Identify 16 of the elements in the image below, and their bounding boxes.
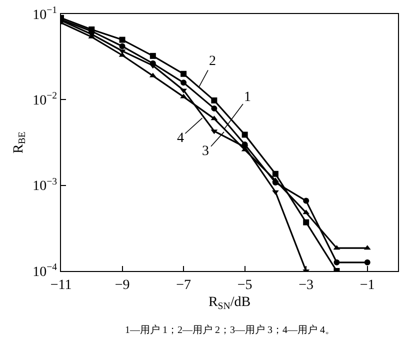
x-tick-label: −11 [50, 278, 72, 293]
y-tick-label: 10$^{−3}$ [32, 176, 58, 194]
y-tick-label: 10$^{−2}$ [32, 90, 58, 109]
x-axis-title: R$_{SN}$/dB [208, 295, 251, 312]
x-tick-label: −5 [237, 278, 252, 293]
y-tick-label: 10$^{−1}$ [32, 5, 58, 23]
text: 1—用户 1；2—用户 2；3—用户 3；4—用户 4。 [125, 324, 335, 336]
x-tick-label: −9 [114, 278, 130, 293]
x-tick-label: −7 [176, 278, 192, 293]
annotation: 2 [209, 54, 216, 69]
annotation: 4 [177, 131, 184, 146]
x-tick-label: −1 [360, 278, 375, 293]
annotation: 1 [244, 90, 251, 105]
y-tick-label: 10$^{−4}$ [32, 262, 58, 280]
x-tick-label: −3 [298, 278, 314, 293]
annotation: 3 [202, 144, 209, 159]
